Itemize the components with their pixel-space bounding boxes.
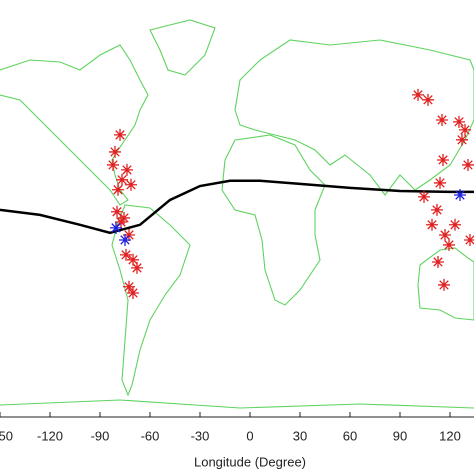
marker: [449, 218, 461, 231]
coast-south-america: [111, 204, 191, 397]
coast-africa: [221, 134, 326, 306]
x-tick-label: -60: [141, 428, 160, 443]
marker: [131, 261, 143, 274]
coast-eurasia: [234, 39, 474, 196]
marker: [112, 183, 124, 196]
x-tick-label: -120: [37, 428, 63, 443]
marker: [127, 286, 139, 299]
marker: [456, 133, 468, 146]
marker: [109, 145, 121, 158]
marker: [118, 211, 130, 224]
marker: [434, 176, 446, 189]
marker: [114, 128, 126, 141]
x-tick-label: 60: [343, 428, 357, 443]
x-tick-label: -150: [0, 428, 13, 443]
curve: [0, 179, 474, 235]
marker: [464, 233, 474, 246]
marker: [462, 158, 474, 171]
x-tick-label: 90: [393, 428, 407, 443]
marker: [119, 233, 131, 246]
marker: [125, 178, 137, 191]
x-tick-label: -90: [91, 428, 110, 443]
marker: [454, 189, 466, 202]
marker: [453, 115, 465, 128]
marker: [437, 153, 449, 166]
coast-antarctica: [0, 399, 474, 409]
marker: [123, 229, 135, 242]
coast-australia: [417, 247, 474, 321]
marker: [412, 88, 424, 101]
marker: [127, 253, 139, 266]
marker: [107, 158, 119, 171]
marker: [110, 221, 122, 234]
marker: [459, 123, 471, 136]
marker: [120, 248, 132, 261]
x-tick-label: 0: [246, 428, 253, 443]
marker: [111, 205, 123, 218]
marker: [422, 93, 434, 106]
x-tick-label: 120: [439, 428, 461, 443]
x-axis-title: Longitude (Degree): [194, 454, 306, 469]
marker: [121, 163, 133, 176]
x-tick-label: -30: [191, 428, 210, 443]
coast-greenland: [149, 19, 216, 76]
x-tick-label: 30: [293, 428, 307, 443]
marker: [426, 218, 438, 231]
coast-north-america: [0, 44, 149, 206]
marker: [439, 229, 451, 242]
marker: [116, 173, 128, 186]
marker: [418, 190, 430, 203]
marker: [431, 203, 443, 216]
marker: [432, 255, 444, 268]
marker: [443, 238, 455, 251]
marker: [123, 280, 135, 293]
marker: [438, 278, 450, 291]
coastlines: [0, 19, 474, 409]
marker: [436, 113, 448, 126]
marker: [115, 215, 127, 228]
